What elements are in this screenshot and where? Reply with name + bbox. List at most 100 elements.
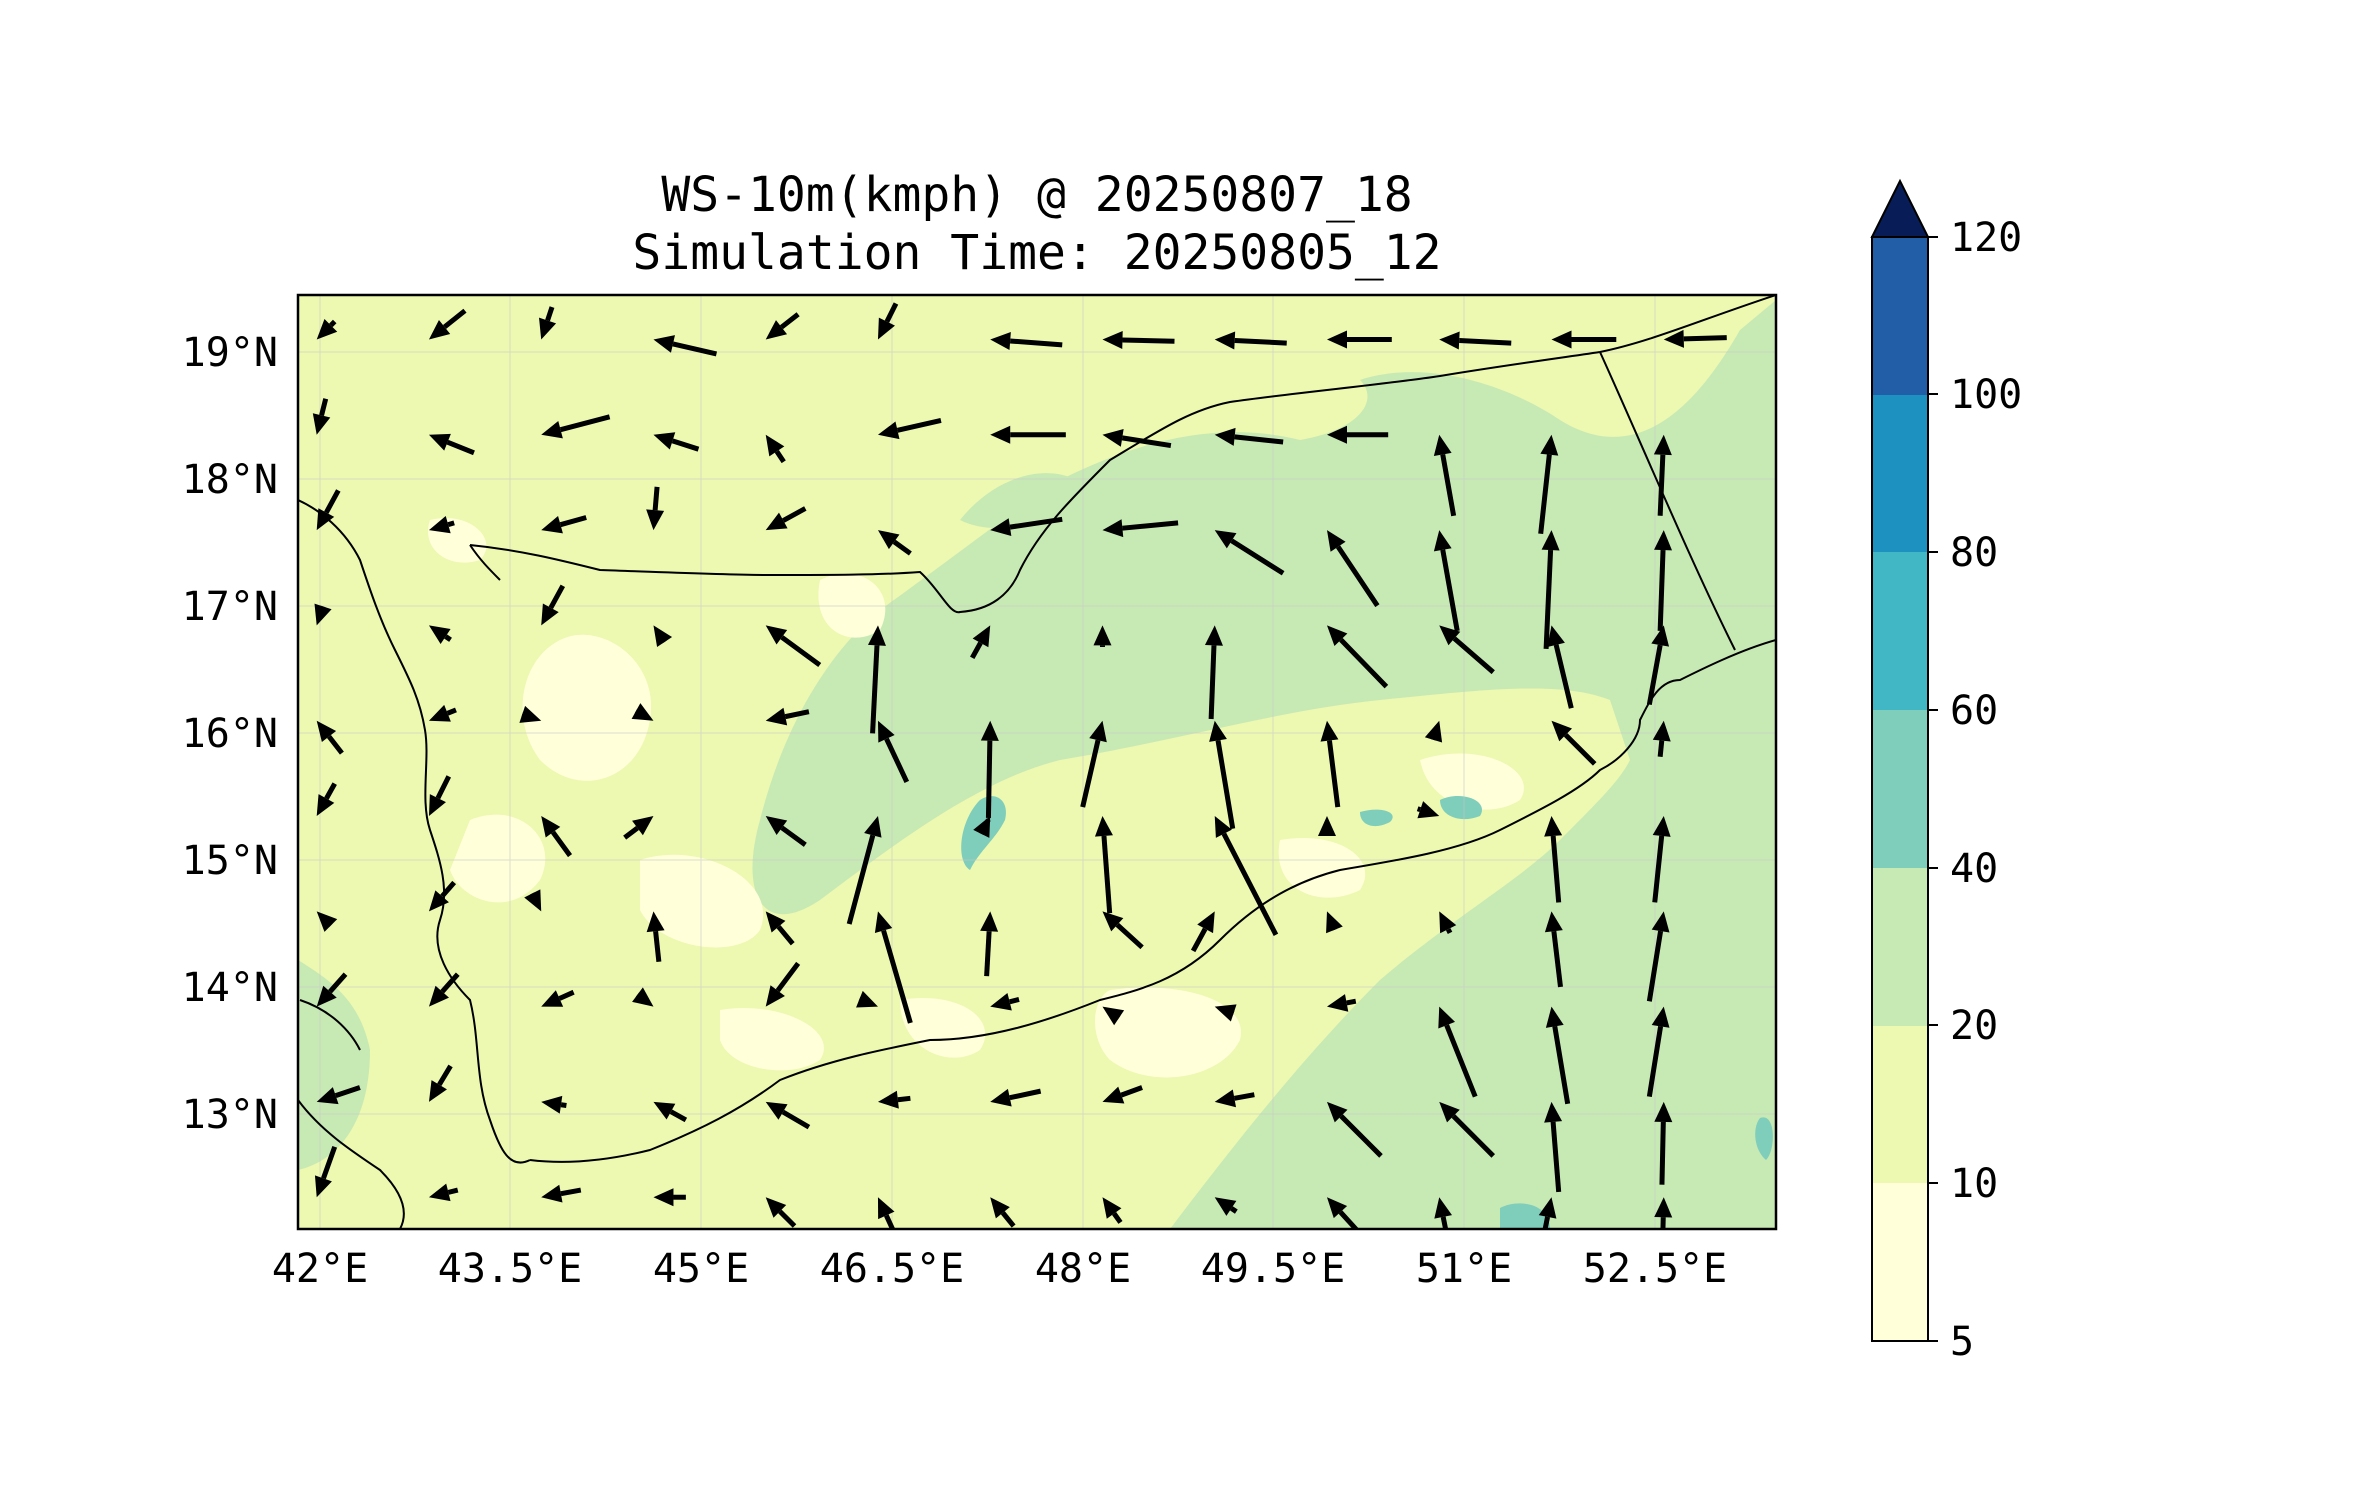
wind-vector-arrow <box>1094 816 1113 914</box>
lat-tick-labels: 19°N 18°N 17°N 16°N 15°N 14°N 13°N <box>182 330 278 1138</box>
wind-vector-arrow <box>316 782 337 817</box>
wind-vector-arrow <box>428 775 451 817</box>
wind-vector-arrow <box>1326 530 1380 608</box>
lon-tick-label: 46.5°E <box>820 1246 965 1292</box>
wind-vector-arrow <box>1424 720 1443 743</box>
wind-vector-arrow <box>1663 329 1727 348</box>
wind-vector-arrow <box>1545 1006 1571 1105</box>
wind-vector-arrow <box>653 1101 688 1123</box>
wind-vector-arrow <box>1102 330 1175 349</box>
saudi-yemen-border <box>469 295 1776 614</box>
eritrea-ethiopia-border <box>298 1099 405 1229</box>
wind-vector-arrow <box>316 318 338 340</box>
wind-vector-arrow <box>1102 519 1179 538</box>
lon-tick-labels: 42°E 43.5°E 45°E 46.5°E 48°E 49.5°E 51°E… <box>272 1246 1727 1292</box>
map-area <box>298 295 1776 1229</box>
wind-vector-arrow <box>1439 331 1512 350</box>
wind-vector-arrow <box>990 331 1063 350</box>
wind-vector-arrow <box>1439 625 1495 675</box>
wind-vectors <box>312 302 1727 1229</box>
lon-tick-label: 49.5°E <box>1201 1246 1346 1292</box>
wind-vector-arrow <box>524 889 542 912</box>
colorbar: 5 10 20 40 60 80 100 120 <box>1870 178 2022 1365</box>
lon-tick-label: 42°E <box>272 1246 368 1292</box>
colorbar-band <box>1872 237 1928 395</box>
colorbar-label: 5 <box>1950 1319 1974 1365</box>
wind-vector-arrow <box>428 433 475 456</box>
wind-vector-arrow <box>1326 994 1357 1012</box>
colorbar-label: 10 <box>1950 1161 1998 1207</box>
wind-vector-arrow <box>1326 1197 1360 1229</box>
coastlines-borders <box>298 295 1776 1229</box>
colorbar-label: 80 <box>1950 530 1998 576</box>
lat-tick-label: 15°N <box>182 838 278 884</box>
djibouti-border <box>299 999 361 1051</box>
wind-vector-arrow <box>867 625 886 734</box>
wind-vector-arrow <box>765 1101 811 1130</box>
wind-vector-arrow <box>877 530 912 556</box>
wind-vector-arrow <box>1541 530 1560 650</box>
wind-vector-arrow <box>428 625 452 644</box>
wind-vector-arrow <box>1326 1101 1383 1158</box>
wind-vector-arrow <box>1433 530 1460 632</box>
wind-vector-arrow <box>970 625 991 660</box>
contour-20-40-west-strip <box>298 960 370 1170</box>
wind-vector-arrow <box>312 398 331 435</box>
gulf-of-aden-coast <box>529 639 1776 1163</box>
wind-vector-arrow <box>1646 625 1670 706</box>
wind-vector-arrow <box>1654 530 1673 631</box>
lon-tick-label: 51°E <box>1416 1246 1512 1292</box>
wind-vector-arrow <box>1080 720 1107 808</box>
colorbar-band <box>1872 394 1928 552</box>
wind-vector-arrow <box>428 1064 453 1102</box>
wind-vector-arrow <box>1204 625 1223 720</box>
wind-vector-arrow <box>877 1090 911 1109</box>
wind-vector-arrow <box>1438 1006 1478 1098</box>
wind-vector-arrow <box>428 880 457 912</box>
colorbar-frame <box>1871 236 1929 1342</box>
wind-vector-arrow <box>765 312 800 340</box>
wind-vector-arrow <box>1538 1197 1557 1229</box>
wind-vector-arrow <box>1102 1197 1123 1224</box>
wind-vector-arrow <box>316 489 341 531</box>
wind-vector-arrow <box>316 972 348 1007</box>
map-subtitle: Simulation Time: 20250805_12 <box>632 225 1442 281</box>
wind-vector-arrow <box>877 302 899 340</box>
lat-tick-label: 18°N <box>182 457 278 503</box>
wind-vector-arrow <box>1102 911 1144 950</box>
wind-vector-arrow <box>541 414 611 439</box>
wind-vector-arrow <box>990 993 1020 1011</box>
colorbar-label: 20 <box>1950 1003 1998 1049</box>
wind-vector-arrow <box>1214 331 1287 350</box>
wind-vector-arrow <box>765 816 807 847</box>
wind-vector-arrow <box>765 625 822 668</box>
wind-vector-arrow <box>316 911 338 932</box>
wind-vector-arrow <box>428 308 467 340</box>
wind-vector-arrow <box>632 987 654 1007</box>
wind-vector-arrow <box>653 335 718 357</box>
colorbar-label: 100 <box>1950 372 2022 418</box>
wind-vector-arrow <box>428 1183 459 1202</box>
wind-vector-arrow <box>1326 625 1389 689</box>
wind-vector-arrow <box>631 703 654 721</box>
colorbar-band <box>1872 1183 1928 1341</box>
wind-vector-arrow <box>1320 720 1341 808</box>
wind-vector-arrow <box>541 1095 567 1114</box>
map-frame <box>296 293 1778 1231</box>
wind-vector-arrow <box>1544 911 1563 988</box>
wind-vector-arrow <box>314 1145 338 1198</box>
colorbar-label: 120 <box>1950 215 2022 261</box>
wind-vector-arrow <box>1209 720 1236 830</box>
wind-vector-arrow <box>1416 801 1440 819</box>
red-sea-coast <box>298 499 531 1164</box>
wind-vector-arrow <box>1326 425 1389 444</box>
wind-vector-arrow <box>428 515 455 534</box>
wind-vector-arrow <box>1652 720 1671 757</box>
wind-vector-arrow <box>990 516 1063 537</box>
wind-vector-arrow <box>990 1197 1016 1228</box>
wind-vector-arrow <box>874 911 913 1024</box>
wind-vector-arrow <box>1551 720 1597 766</box>
wind-vector-arrow <box>1654 1101 1673 1185</box>
wind-vector-arrow <box>973 816 991 838</box>
